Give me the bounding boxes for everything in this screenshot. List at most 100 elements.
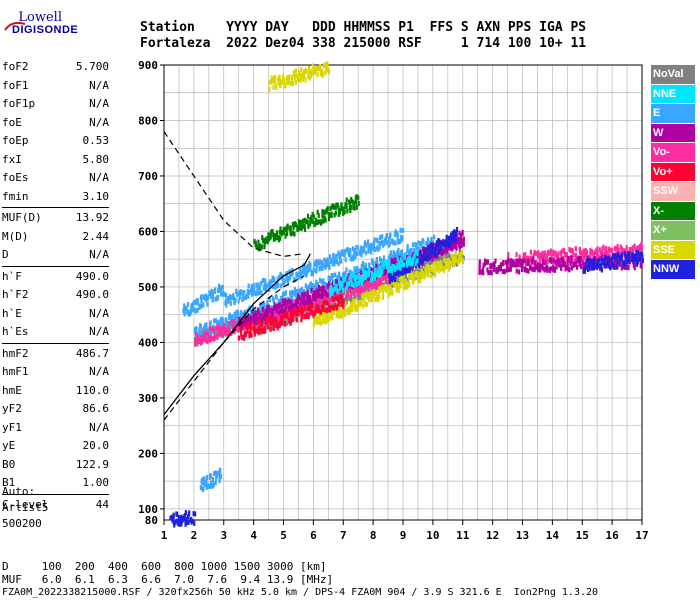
echo-point (253, 315, 256, 321)
echo-point (217, 325, 221, 331)
echo-point (284, 321, 287, 327)
echo-point (320, 71, 323, 77)
echo-point (336, 305, 339, 311)
echo-point (634, 255, 637, 261)
echo-point (214, 480, 217, 486)
echo-point (300, 306, 304, 312)
echo-point (270, 314, 273, 320)
echo-point (322, 301, 325, 307)
echo-point (299, 220, 303, 226)
echo-point (369, 269, 372, 275)
echo-point (432, 262, 435, 268)
legend-item-nnw: NNW (651, 260, 695, 279)
echo-point (380, 265, 383, 271)
echo-point (211, 293, 215, 299)
echo-point (279, 311, 282, 317)
echo-point (355, 269, 358, 275)
echo-point (364, 250, 367, 256)
echo-point (538, 252, 542, 258)
echo-point (329, 256, 332, 262)
echo-point (361, 295, 364, 301)
echo-point (349, 306, 353, 312)
echo-point (342, 299, 345, 305)
echo-point (255, 291, 258, 297)
x-tick-label: 7 (340, 529, 347, 542)
echo-point (640, 263, 643, 269)
echo-point (362, 286, 365, 292)
echo-point (348, 269, 351, 275)
echo-point (394, 271, 397, 277)
echo-point (544, 256, 547, 262)
echo-point (533, 250, 536, 256)
echo-point (316, 298, 319, 304)
echo-point (295, 311, 298, 317)
echo-point (389, 289, 392, 295)
echo-point (591, 264, 594, 270)
echo-point (423, 256, 426, 262)
echo-point (319, 309, 322, 315)
param-key: foF1p (2, 97, 36, 110)
param-value: 20.0 (82, 439, 110, 452)
param-key: M(D) (2, 229, 29, 243)
echo-point (315, 293, 319, 299)
echo-point (318, 302, 321, 308)
echo-point (371, 245, 374, 251)
echo-point (257, 282, 260, 288)
echo-point (375, 271, 378, 277)
echo-point (221, 284, 224, 290)
echo-point (238, 294, 241, 300)
echo-point (289, 231, 293, 237)
echo-point (302, 289, 305, 295)
echo-point (263, 244, 266, 250)
echo-point (342, 304, 345, 310)
echo-point (360, 300, 363, 306)
echo-point (294, 277, 297, 283)
echo-point (353, 298, 356, 304)
echo-point (318, 277, 322, 283)
echo-point (235, 288, 238, 294)
echo-point (316, 315, 319, 321)
echo-point (624, 261, 627, 267)
echo-point (315, 279, 318, 285)
logo-line1: Lowell (18, 10, 62, 25)
echo-point (346, 208, 349, 214)
echo-point (621, 252, 624, 258)
echo-point (388, 282, 392, 288)
echo-point (282, 312, 285, 318)
echo-point (251, 287, 254, 293)
echo-point (438, 265, 441, 271)
echo-point (321, 293, 324, 299)
echo-point (205, 322, 208, 328)
echo-point (227, 320, 231, 326)
echo-point (258, 290, 261, 296)
echo-point (269, 307, 272, 313)
echo-point (534, 263, 537, 269)
echo-point (190, 519, 193, 525)
echo-point (356, 268, 360, 274)
echo-point (213, 325, 216, 331)
echo-point (171, 517, 174, 523)
echo-point (505, 259, 509, 265)
echo-point (325, 313, 328, 319)
echo-point (361, 277, 365, 283)
echo-point (589, 250, 592, 256)
echo-point (232, 325, 236, 331)
echo-point (286, 79, 289, 85)
echo-point (236, 314, 239, 320)
echo-point (296, 272, 299, 278)
echo-point (601, 258, 604, 264)
echo-point (343, 283, 346, 289)
param-key: h`Es (2, 325, 29, 338)
echo-point (314, 69, 317, 75)
echo-point (605, 258, 608, 264)
param-row: yF1 N/A (2, 419, 109, 438)
echo-point (330, 212, 333, 218)
param-row: B1 1.00 (2, 474, 109, 493)
echo-point (340, 249, 344, 255)
echo-point (608, 247, 612, 253)
echo-point (366, 239, 370, 245)
echo-point (400, 254, 403, 260)
echo-point (574, 262, 577, 268)
echo-point (572, 263, 575, 269)
echo-point (434, 242, 437, 248)
